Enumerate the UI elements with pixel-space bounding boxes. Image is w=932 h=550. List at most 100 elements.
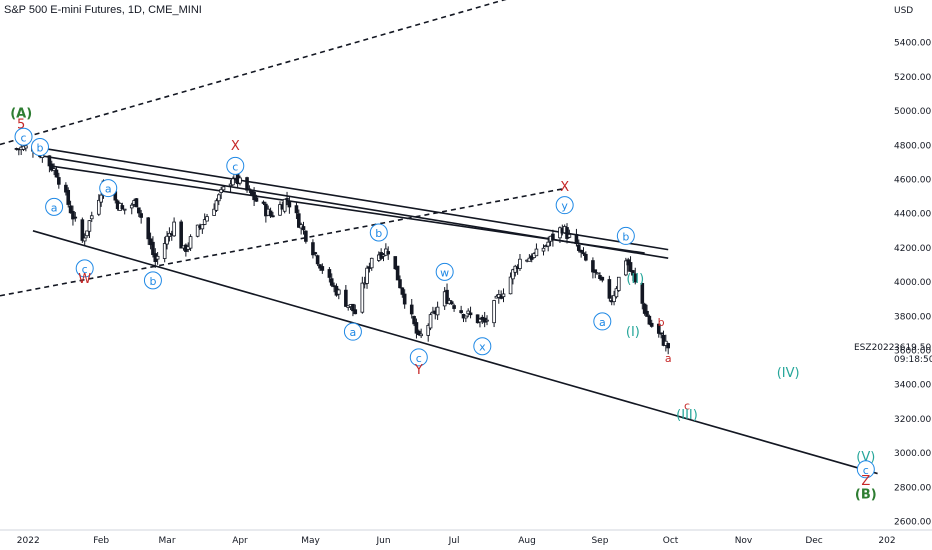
x-tick-label: Aug — [518, 536, 536, 546]
candle-body — [567, 233, 572, 238]
candle-body — [82, 237, 87, 242]
candle-body — [271, 215, 275, 218]
wave-circle — [473, 337, 492, 356]
candle-body — [195, 224, 200, 237]
y-tick-label: 5000.00 — [894, 107, 931, 117]
wave-label: x — [479, 341, 486, 354]
candle-body — [649, 322, 654, 327]
candle-body — [576, 244, 581, 251]
candle-body — [278, 204, 282, 216]
wave-label: X — [231, 139, 240, 154]
candle-body — [393, 256, 398, 270]
y-tick-label: 3000.00 — [894, 449, 931, 459]
candle-body — [188, 236, 193, 249]
candle-body — [122, 208, 127, 211]
wave-circle — [75, 259, 94, 278]
candle-body — [464, 315, 468, 319]
wave-label: (B) — [855, 488, 877, 503]
candle-body — [419, 333, 423, 337]
wave-circle — [45, 197, 64, 216]
candle-body — [428, 314, 433, 329]
wave-label: y — [561, 200, 568, 213]
y-tick-label: 5200.00 — [894, 73, 931, 83]
candle-body — [647, 315, 652, 325]
wave-circle — [409, 348, 428, 367]
candle-body — [205, 216, 209, 222]
candle-body — [129, 204, 134, 209]
candle-body — [151, 241, 155, 255]
wave-label: (A) — [10, 106, 32, 121]
wave-circle — [369, 223, 388, 242]
candle-body — [642, 303, 647, 314]
candle-body — [551, 233, 555, 241]
candle-body — [66, 189, 71, 205]
candle-body — [139, 213, 143, 218]
candle-body — [327, 269, 332, 278]
y-tick-label: 4000.00 — [894, 278, 931, 288]
candle-body — [301, 226, 306, 231]
candle-body — [162, 243, 167, 259]
candle-body — [501, 293, 506, 298]
y-tick-label: 4200.00 — [894, 244, 931, 254]
candle-body — [217, 194, 221, 202]
candle-body — [24, 145, 28, 149]
wave-label: (III) — [676, 408, 698, 423]
x-tick-label: Apr — [232, 536, 248, 546]
candle-body — [73, 216, 78, 219]
x-tick-label: Mar — [159, 536, 176, 546]
wave-label: (V) — [856, 450, 875, 465]
candle-body — [499, 295, 503, 299]
candle-body — [565, 227, 569, 239]
wave-label: a — [599, 316, 606, 329]
wave-circle — [14, 127, 33, 146]
candle-body — [645, 310, 649, 317]
wave-circle — [555, 196, 574, 215]
wave-label: b — [37, 142, 44, 155]
candle-body — [426, 325, 431, 336]
candle-body — [612, 295, 616, 303]
trendline-3 — [35, 146, 669, 251]
candle-body — [99, 194, 103, 203]
wave-label: w — [440, 266, 449, 279]
wave-label: b — [622, 230, 629, 243]
y-tick-label: 5400.00 — [894, 39, 931, 49]
candle-body — [80, 219, 85, 241]
candle-body — [52, 168, 56, 172]
candle-body — [287, 201, 292, 208]
candle-body — [313, 252, 318, 255]
wave-label: c — [416, 352, 422, 365]
wave-label: Y — [414, 363, 423, 378]
candle-body — [534, 248, 539, 257]
candle-body — [600, 276, 605, 281]
wave-label: c — [82, 263, 88, 276]
x-tick-label: Sep — [591, 536, 608, 546]
symbol-tag: ESZ2022 — [854, 343, 894, 353]
candle-body — [320, 266, 325, 271]
x-tick-label: Jun — [375, 536, 390, 546]
candle-body — [666, 343, 670, 349]
candle-body — [452, 305, 456, 309]
wave-label: b — [658, 316, 665, 329]
candle-body — [148, 238, 153, 246]
y-tick-label: 4600.00 — [894, 176, 931, 186]
candle-body — [511, 269, 515, 280]
wave-label: Z — [861, 474, 870, 489]
candle-body — [245, 177, 249, 191]
candle-body — [628, 262, 633, 272]
candle-body — [631, 270, 635, 276]
candle-body — [360, 282, 365, 313]
candle-body — [252, 191, 256, 201]
candle-body — [304, 230, 308, 242]
candle-body — [614, 288, 619, 298]
candle-body — [659, 332, 663, 335]
candle-body — [607, 279, 612, 299]
candle-body — [581, 252, 586, 255]
wave-label: (IV) — [777, 366, 800, 381]
candle-body — [297, 213, 301, 228]
wave-label: c — [684, 400, 690, 413]
candle-body — [468, 312, 473, 316]
candle-body — [49, 163, 54, 171]
candle-body — [214, 200, 219, 211]
currency-label: USD — [894, 6, 913, 16]
